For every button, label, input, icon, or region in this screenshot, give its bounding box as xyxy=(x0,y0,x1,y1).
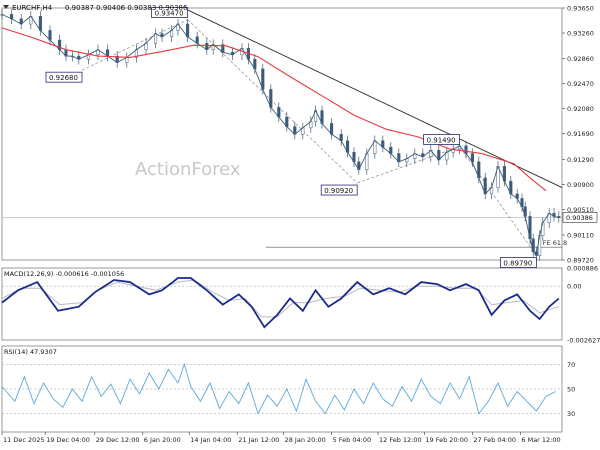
rsi-panel: RSI(14) 47.9307 xyxy=(1,348,562,415)
macd-tick-label: -0.002627 xyxy=(567,337,600,345)
swing-label-box xyxy=(320,184,358,196)
price-tick-label: 0.92860 xyxy=(567,55,594,63)
swing-label-box xyxy=(423,134,461,145)
price-tick-label: 0.91690 xyxy=(567,130,594,138)
x-tick-label: 19 Feb 20:00 xyxy=(425,436,468,444)
rsi-tick-label: 30 xyxy=(567,410,575,418)
swing-label-box xyxy=(45,71,83,83)
chart-header: EURCHF,H4 0.90387 0.90406 0.90383 0.9038… xyxy=(3,4,188,12)
x-tick-label: 29 Dec 12:00 xyxy=(96,436,140,444)
macd-label: MACD(12,26,9) -0.000616 -0.001056 xyxy=(4,270,124,278)
rsi-line xyxy=(1,362,556,415)
price-tick-label: 0.92080 xyxy=(567,105,594,113)
price-tick-label: 0.90900 xyxy=(567,181,594,189)
x-tick-label: 12 Feb 12:00 xyxy=(379,436,422,444)
dropdown-triangle-icon[interactable] xyxy=(3,5,9,9)
rsi-tick-label: 70 xyxy=(567,361,575,369)
price-tick-label: 0.91290 xyxy=(567,156,594,164)
price-tick-label: 0.93260 xyxy=(567,30,594,38)
x-tick-label: 6 Mar 12:00 xyxy=(521,436,560,444)
moving-average-line xyxy=(1,27,547,192)
x-tick-label: 27 Feb 04:00 xyxy=(473,436,516,444)
current-price-label: 0.90386 xyxy=(566,214,593,222)
price-panel: FE 61.8 0.93470 0.92680 0.90920 0.91490 0.897… xyxy=(0,7,567,268)
swing-label: 0.90920 xyxy=(324,187,353,195)
grid-layer xyxy=(1,7,563,433)
swing-line xyxy=(187,19,358,184)
swing-label: 0.92680 xyxy=(49,74,78,82)
price-tick-label: 0.89720 xyxy=(567,257,594,265)
swing-label: 0.91490 xyxy=(427,136,456,144)
swing-label: 0.89790 xyxy=(503,259,532,267)
current-price-box xyxy=(562,211,598,223)
rsi-tick-label: 50 xyxy=(567,386,575,394)
macd-tick-label: 0.000886 xyxy=(567,265,598,273)
swing-label: 0.93470 xyxy=(155,9,184,17)
panel-frame xyxy=(1,267,563,341)
x-tick-label: 19 Dec 04:00 xyxy=(46,436,90,444)
swing-label-box xyxy=(499,257,537,268)
fibonacci-label: FE 61.8 xyxy=(543,239,567,247)
swing-line xyxy=(357,146,460,184)
macd-line xyxy=(1,277,560,329)
axis-layer: 0.93650 0.93260 0.92860 0.92470 0.92080 0.916… xyxy=(1,5,600,444)
price-tick-label: 0.90510 xyxy=(567,206,594,214)
swing-label-box xyxy=(151,7,189,18)
price-series-line xyxy=(1,13,559,257)
x-tick-label: 28 Jan 20:00 xyxy=(285,436,326,444)
x-tick-label: 5 Feb 04:00 xyxy=(333,436,372,444)
x-tick-label: 21 Jan 12:00 xyxy=(238,436,279,444)
price-tick-label: 0.92470 xyxy=(567,80,594,88)
x-tick-label: 6 Jan 20:00 xyxy=(144,436,181,444)
swing-line xyxy=(81,19,188,71)
price-tick-label: 0.93650 xyxy=(567,5,594,13)
watermark: ActionForex xyxy=(135,159,241,180)
macd-panel: MACD(12,26,9) -0.000616 -0.001056 xyxy=(1,270,562,329)
x-tick-label: 14 Jan 04:00 xyxy=(190,436,231,444)
price-tick-label: 0.90110 xyxy=(567,231,594,239)
ohlc-values: 0.90387 0.90406 0.90383 0.90386 xyxy=(65,4,188,12)
panel-frame xyxy=(1,7,563,261)
x-tick-label: 11 Dec 2025 xyxy=(3,436,45,444)
trendline xyxy=(187,9,563,188)
rsi-label: RSI(14) 47.9307 xyxy=(4,348,57,356)
symbol-label: EURCHF,H4 xyxy=(12,4,53,12)
macd-tick-label: 0.00 xyxy=(567,283,581,291)
